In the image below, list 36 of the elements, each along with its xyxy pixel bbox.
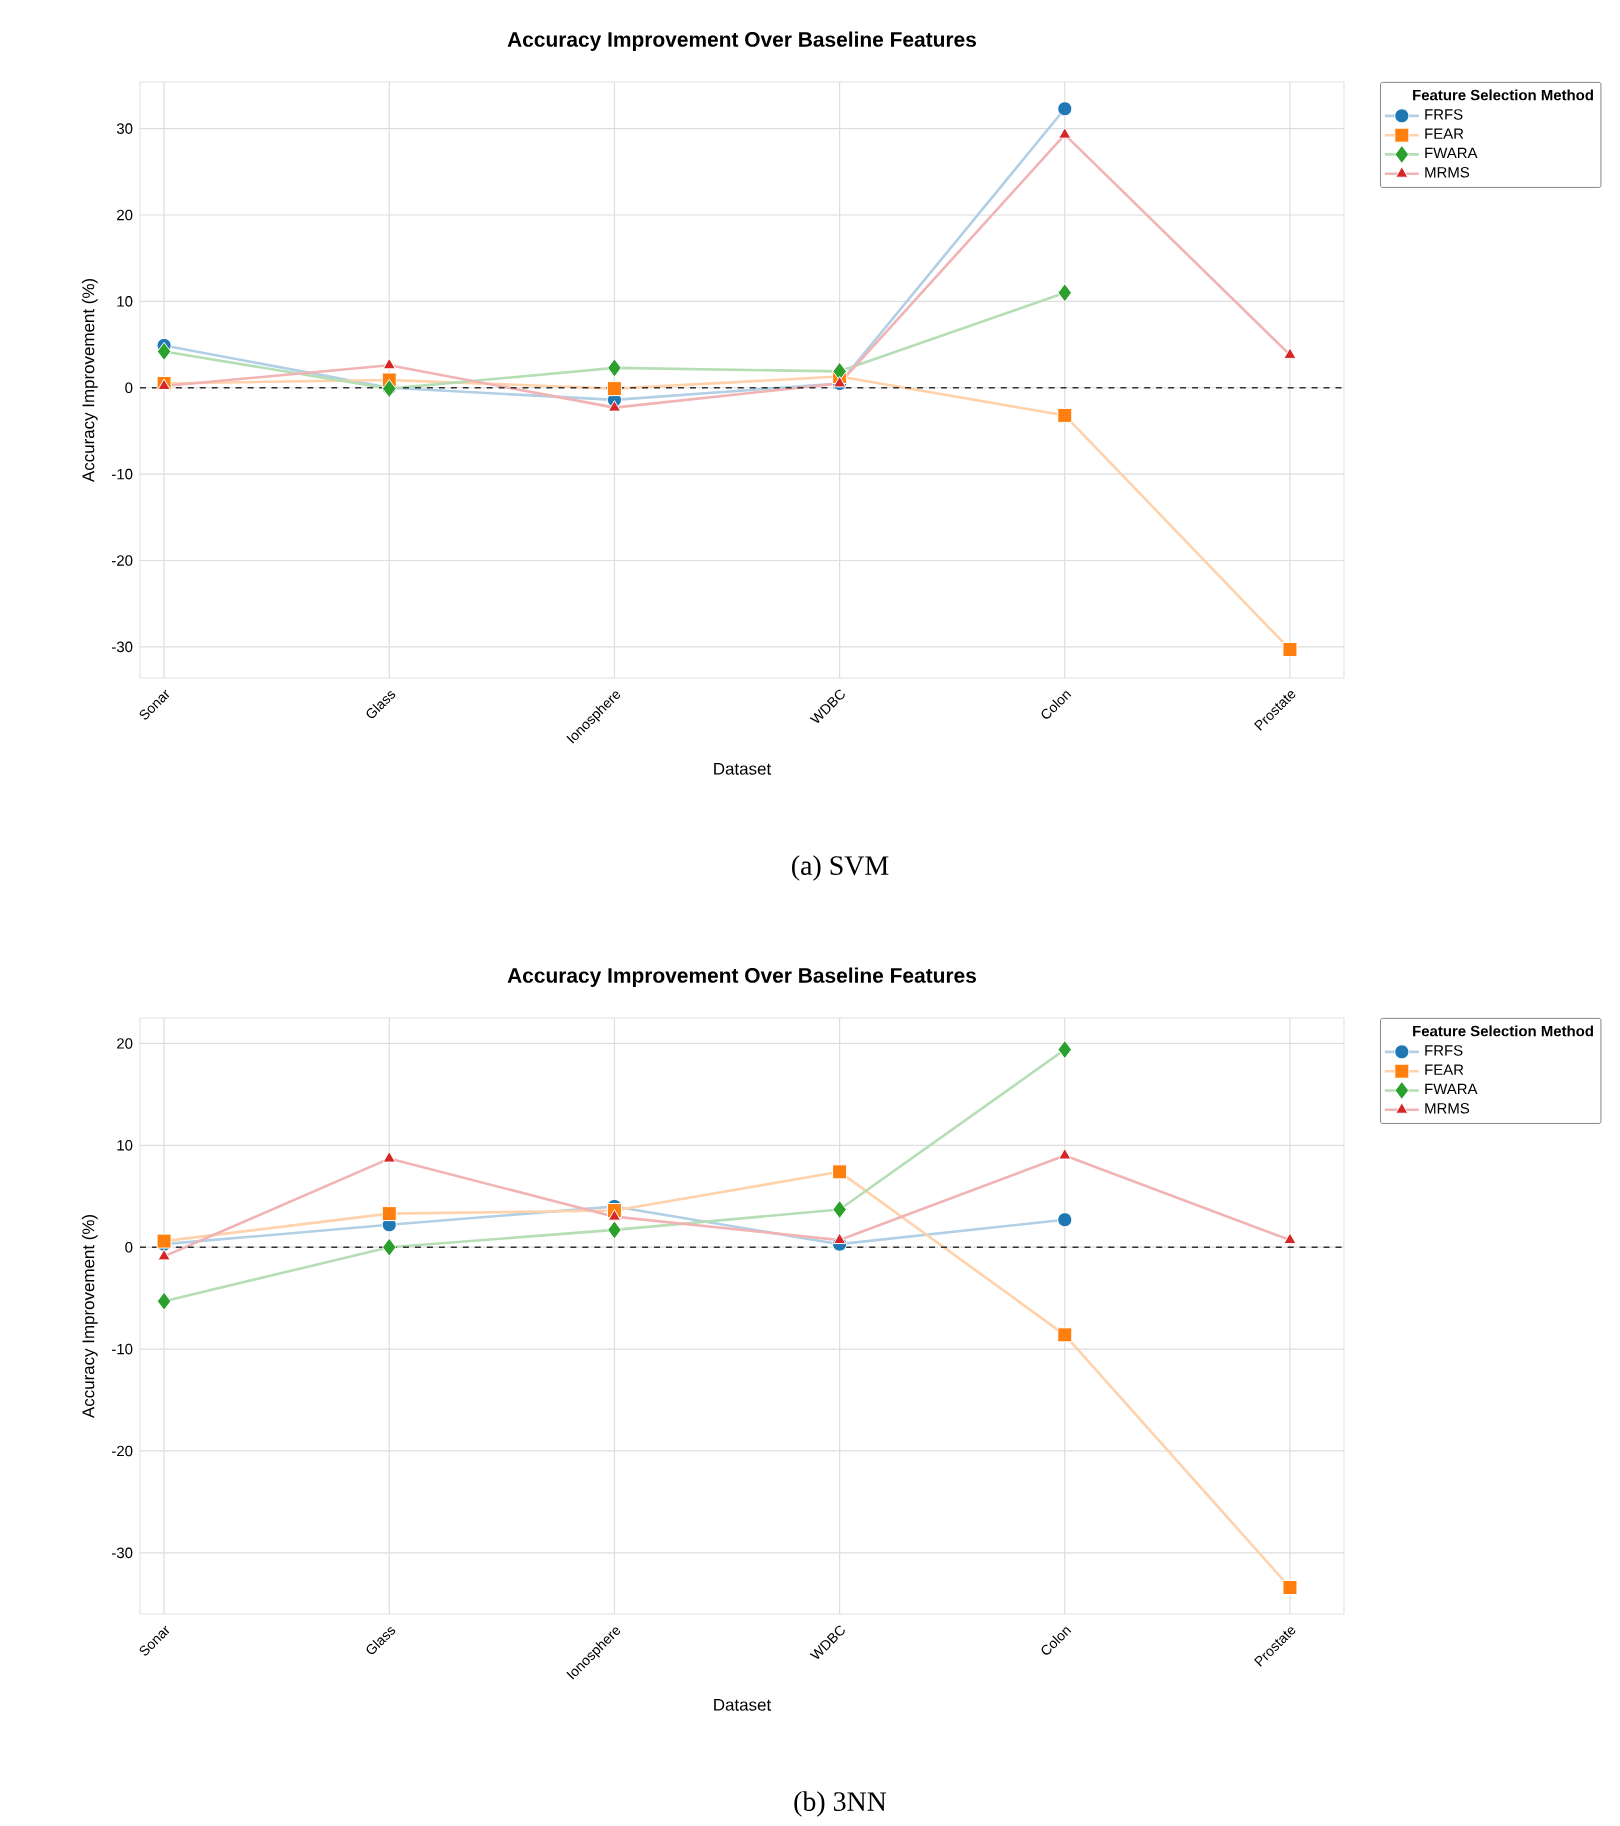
point	[832, 1200, 847, 1220]
point	[607, 358, 622, 378]
chart-title: Accuracy Improvement Over Baseline Features	[507, 31, 976, 51]
point	[607, 400, 621, 412]
point	[382, 1151, 396, 1163]
x-axis-title: Dataset	[714, 1698, 772, 1711]
point	[607, 1220, 622, 1240]
point	[1282, 641, 1298, 657]
point	[382, 1237, 397, 1257]
point	[607, 1209, 621, 1221]
point	[1282, 1580, 1298, 1595]
x-axis-title: Dataset	[714, 762, 772, 775]
point	[157, 1248, 171, 1261]
point	[1058, 1148, 1072, 1160]
point	[381, 1206, 397, 1222]
y-axis-title: Accuracy Improvement (%)	[81, 278, 98, 483]
y-axis-title: Accuracy Improvement (%)	[81, 1214, 98, 1419]
point	[606, 381, 622, 397]
point	[1058, 127, 1072, 139]
text: (b) 3NN	[794, 1791, 887, 1817]
point	[832, 1164, 848, 1180]
point	[1057, 1040, 1073, 1060]
point	[1057, 283, 1073, 303]
point	[832, 361, 847, 381]
point	[833, 1232, 847, 1245]
text: (a) SVM	[792, 855, 889, 881]
chart-title: Accuracy Improvement Over Baseline Features	[507, 967, 976, 987]
point	[1283, 347, 1297, 359]
point	[1283, 1232, 1297, 1245]
point	[382, 357, 396, 370]
point	[1057, 1212, 1073, 1228]
point	[156, 341, 172, 361]
point	[1057, 407, 1073, 423]
point	[1057, 1327, 1073, 1343]
point	[1057, 101, 1073, 117]
point	[156, 1291, 172, 1311]
